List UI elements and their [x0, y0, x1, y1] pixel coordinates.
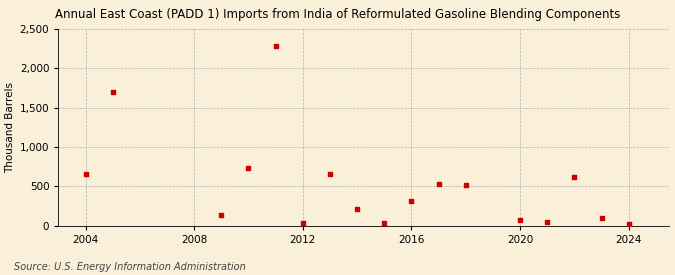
Point: [298, 221, 308, 226]
Text: Annual East Coast (PADD 1) Imports from India of Reformulated Gasoline Blending : Annual East Coast (PADD 1) Imports from …: [55, 8, 620, 21]
Point: [243, 166, 254, 170]
Point: [216, 213, 227, 218]
Point: [514, 218, 525, 222]
Point: [623, 222, 634, 226]
Point: [569, 175, 580, 179]
Point: [270, 44, 281, 48]
Point: [107, 90, 118, 94]
Point: [325, 172, 335, 177]
Point: [80, 172, 91, 177]
Point: [433, 182, 444, 186]
Point: [596, 216, 607, 220]
Point: [542, 219, 553, 224]
Point: [460, 183, 471, 187]
Text: Source: U.S. Energy Information Administration: Source: U.S. Energy Information Administ…: [14, 262, 245, 272]
Point: [352, 207, 362, 211]
Y-axis label: Thousand Barrels: Thousand Barrels: [5, 82, 16, 173]
Point: [406, 199, 417, 204]
Point: [379, 221, 389, 226]
